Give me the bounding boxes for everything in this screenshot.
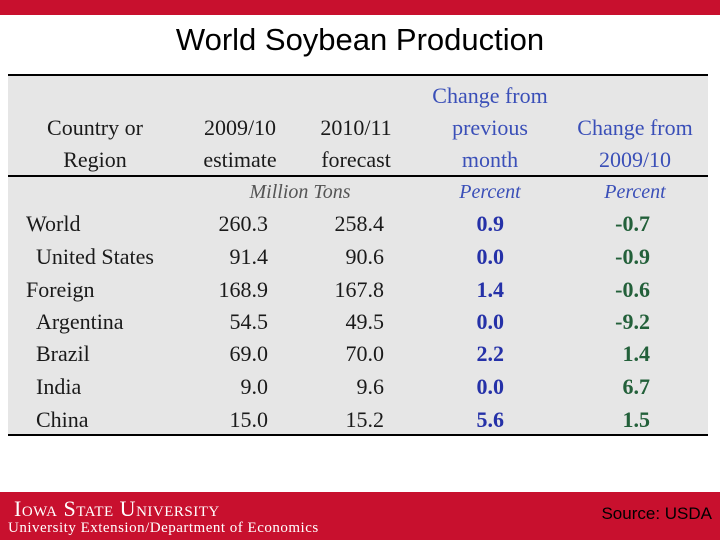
row-change-year: -0.6 [615,277,650,302]
row-estimate: 15.0 [229,407,269,432]
row-change-month: 0.9 [476,211,505,236]
row-forecast: 258.4 [334,211,385,236]
row-change-year: 1.5 [622,407,651,432]
row-change-month: 5.6 [476,407,505,432]
unit-percent-month: Percent [459,181,521,203]
row-estimate: 69.0 [229,341,269,366]
row-forecast: 167.8 [334,277,385,302]
table-background [8,76,708,434]
unit-percent-year: Percent [604,181,666,203]
row-estimate: 260.3 [218,211,269,236]
header-change-month-line3: month [461,147,519,172]
row-forecast: 15.2 [345,407,385,432]
row-change-year: 6.7 [622,374,651,399]
unit-million-tons: Million Tons [249,181,351,203]
row-region: Brazil [36,341,90,366]
row-region: Foreign [26,277,95,302]
row-region: World [26,211,81,236]
table-header-rule [8,175,708,177]
row-forecast: 49.5 [345,309,385,334]
row-region: Argentina [36,309,124,334]
top-accent-bar [0,0,720,15]
row-region: India [36,374,82,399]
header-estimate-line2: estimate [203,147,277,172]
footer-bar [0,492,720,540]
row-change-month: 0.0 [476,374,505,399]
row-estimate: 91.4 [229,244,269,269]
header-forecast-line2: forecast [321,147,391,172]
header-estimate-line1: 2009/10 [203,115,277,140]
header-country-line1: Country or [47,115,143,140]
header-change-year-line1: Change from [577,115,693,140]
row-change-month: 0.0 [476,244,505,269]
row-forecast: 70.0 [345,341,385,366]
table-bottom-rule [8,434,708,436]
row-change-year: -9.2 [615,309,650,334]
row-estimate: 54.5 [229,309,269,334]
row-forecast: 9.6 [356,374,385,399]
row-change-month: 0.0 [476,309,505,334]
header-change-year-line2: 2009/10 [598,147,672,172]
table-top-rule [8,74,708,76]
row-change-year: -0.9 [615,244,650,269]
header-change-month-line1: Change from [432,83,548,108]
header-forecast-line1: 2010/11 [320,115,392,140]
row-change-year: -0.7 [615,211,650,236]
source-note: Source: USDA [601,504,712,523]
row-forecast: 90.6 [345,244,385,269]
isu-logo: Iowa State University [14,496,220,521]
row-region: United States [36,244,154,269]
logo-subtitle: University Extension/Department of Econo… [8,520,319,536]
row-region: China [36,407,89,432]
header-change-month-line2: previous [452,115,528,140]
row-estimate: 168.9 [218,277,269,302]
row-change-month: 1.4 [476,277,505,302]
row-change-month: 2.2 [476,341,505,366]
row-change-year: 1.4 [622,341,651,366]
row-estimate: 9.0 [240,374,269,399]
slide-title: World Soybean Production [175,22,545,57]
header-country-line2: Region [63,147,127,172]
